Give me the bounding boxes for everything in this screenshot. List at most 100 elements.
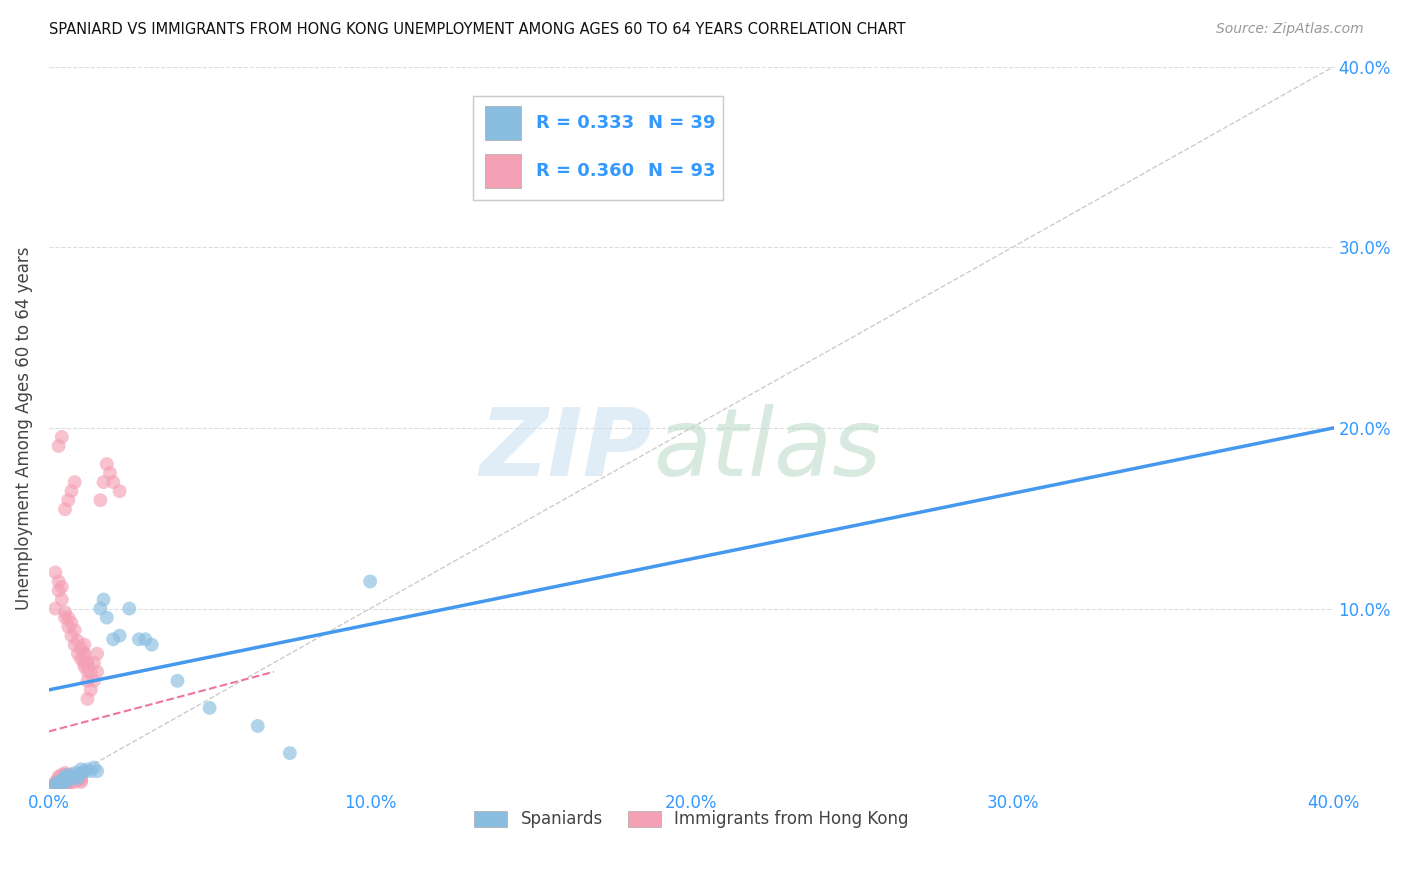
Point: [63, 624, 86, 638]
Y-axis label: Unemployment Among Ages 60 to 64 years: Unemployment Among Ages 60 to 64 years: [15, 246, 32, 609]
Point: [48, 777, 70, 791]
Point: [48, 583, 70, 598]
Text: Source: ZipAtlas.com: Source: ZipAtlas.com: [1216, 22, 1364, 37]
Point: [53, 772, 76, 786]
Point: [60, 615, 83, 630]
Point: [70, 772, 93, 786]
Point: [63, 770, 86, 784]
Point: [48, 775, 70, 789]
Text: atlas: atlas: [652, 404, 882, 495]
Point: [51, 779, 73, 793]
Point: [60, 770, 83, 784]
Point: [681, 95, 703, 110]
Point: [53, 502, 76, 516]
Point: [63, 772, 86, 786]
Point: [53, 775, 76, 789]
Point: [51, 592, 73, 607]
Point: [73, 764, 96, 779]
Point: [63, 773, 86, 788]
Point: [51, 770, 73, 784]
Point: [66, 770, 89, 784]
Point: [48, 574, 70, 589]
Point: [70, 641, 93, 656]
Point: [73, 656, 96, 670]
Point: [70, 766, 93, 780]
Point: [44, 779, 66, 793]
Point: [58, 620, 80, 634]
Point: [51, 777, 73, 791]
Point: [51, 773, 73, 788]
Point: [89, 601, 111, 615]
Point: [66, 768, 89, 782]
Point: [44, 779, 66, 793]
Point: [58, 772, 80, 786]
Point: [51, 775, 73, 789]
Point: [76, 656, 98, 670]
Point: [53, 766, 76, 780]
Point: [108, 484, 131, 499]
Point: [63, 766, 86, 780]
Point: [58, 775, 80, 789]
Point: [108, 629, 131, 643]
Point: [60, 768, 83, 782]
Point: [58, 610, 80, 624]
Point: [48, 772, 70, 786]
Point: [58, 768, 80, 782]
Point: [73, 638, 96, 652]
Point: [246, 719, 269, 733]
Point: [60, 629, 83, 643]
Point: [44, 775, 66, 789]
Point: [76, 673, 98, 688]
Point: [58, 773, 80, 788]
Point: [60, 772, 83, 786]
Point: [76, 692, 98, 706]
Point: [198, 701, 221, 715]
Point: [53, 610, 76, 624]
Point: [80, 764, 103, 779]
Point: [103, 632, 125, 647]
Point: [48, 777, 70, 791]
Point: [44, 601, 66, 615]
Point: [70, 652, 93, 666]
Point: [66, 647, 89, 661]
Point: [86, 647, 108, 661]
Point: [44, 566, 66, 580]
Point: [63, 638, 86, 652]
Point: [86, 665, 108, 679]
Point: [48, 775, 70, 789]
Point: [76, 656, 98, 670]
Point: [86, 764, 108, 779]
Point: [83, 760, 105, 774]
Text: SPANIARD VS IMMIGRANTS FROM HONG KONG UNEMPLOYMENT AMONG AGES 60 TO 64 YEARS COR: SPANIARD VS IMMIGRANTS FROM HONG KONG UN…: [49, 22, 905, 37]
Point: [60, 772, 83, 786]
Point: [53, 605, 76, 619]
Point: [44, 777, 66, 791]
Point: [48, 770, 70, 784]
Point: [58, 493, 80, 508]
Point: [89, 493, 111, 508]
Point: [103, 475, 125, 489]
Point: [70, 773, 93, 788]
Point: [58, 768, 80, 782]
Point: [93, 475, 115, 489]
Point: [51, 580, 73, 594]
Point: [58, 773, 80, 788]
Point: [53, 770, 76, 784]
Point: [118, 601, 141, 615]
Point: [98, 466, 121, 480]
Point: [53, 770, 76, 784]
Point: [48, 779, 70, 793]
Point: [66, 773, 89, 788]
Point: [41, 780, 63, 795]
Point: [70, 770, 93, 784]
Text: ZIP: ZIP: [479, 403, 652, 496]
Point: [134, 632, 156, 647]
Point: [70, 762, 93, 776]
Point: [60, 484, 83, 499]
Point: [51, 777, 73, 791]
Point: [60, 773, 83, 788]
Point: [128, 632, 150, 647]
Point: [76, 762, 98, 776]
Point: [48, 773, 70, 788]
Point: [48, 439, 70, 453]
